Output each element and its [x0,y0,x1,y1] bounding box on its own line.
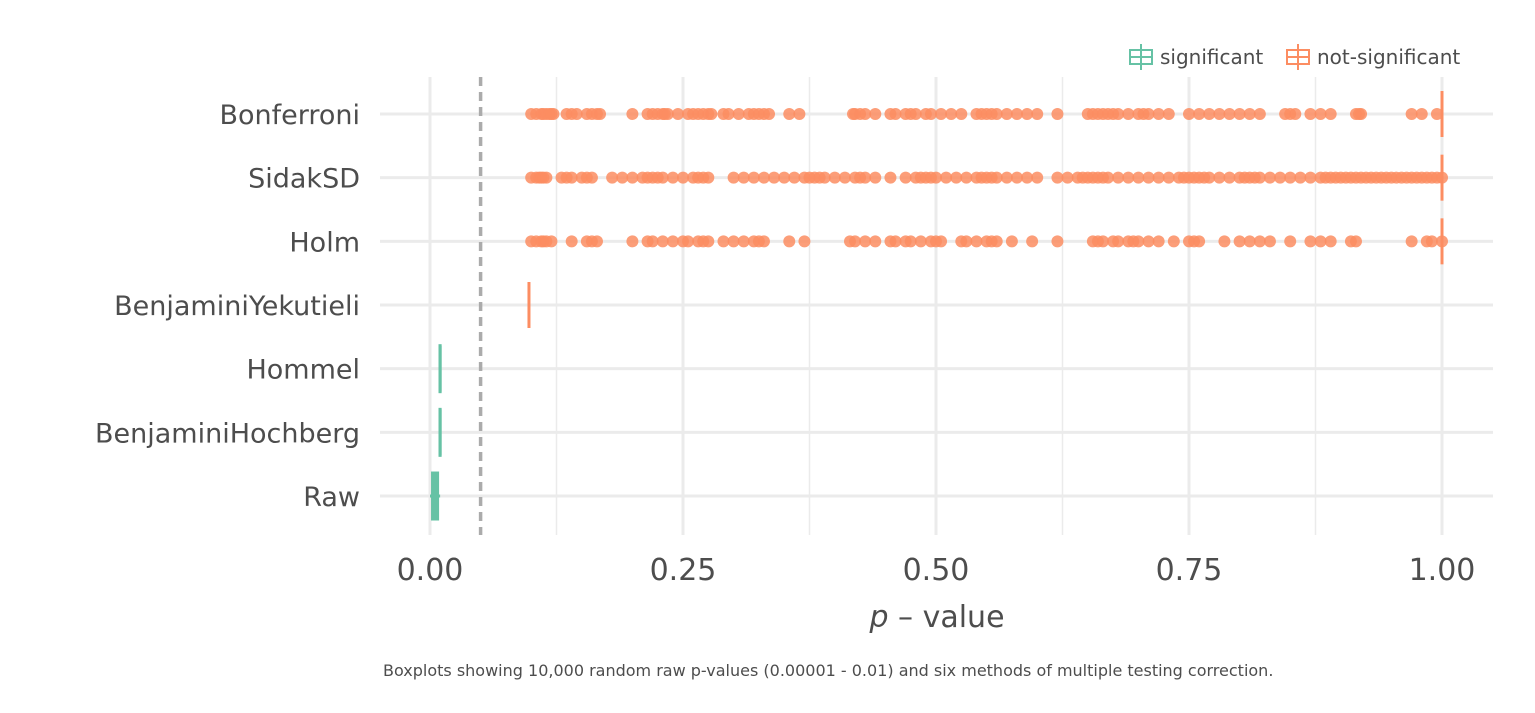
y-tick-labels: Raw BenjaminiHochberg Hommel BenjaminiYekut… [95,100,360,513]
x-tick-label: 0.25 [650,553,717,588]
y-tick-label: Raw [303,482,360,513]
outlier-point [1031,108,1043,120]
y-tick-label: SidakSD [248,164,360,195]
outlier-point [1325,235,1337,247]
legend-label: not-significant [1317,45,1460,69]
x-tick-label: 0.75 [1156,553,1223,588]
outlier-point [626,235,638,247]
y-tick-label: Holm [289,227,360,258]
outlier-point [1026,235,1038,247]
outlier-point [545,235,557,247]
outlier-point [758,235,770,247]
x-axis-label-italic: p [868,600,888,635]
outlier-point [1163,108,1175,120]
outlier-point [991,235,1003,247]
outlier-point [1416,108,1428,120]
x-tick-label: 0.50 [903,553,970,588]
outlier-point [1264,235,1276,247]
x-tick-label: 1.00 [1409,553,1476,588]
outlier-point [1153,235,1165,247]
outlier-point [566,235,578,247]
outlier-point [763,108,775,120]
y-tick-label: BenjaminiHochberg [95,418,360,449]
outlier-point [798,235,810,247]
x-axis-label-rest: – value [889,600,1005,635]
x-tick-labels: 0.00 0.25 0.50 0.75 1.00 [397,553,1476,588]
outlier-point [869,108,881,120]
y-tick-label: Bonferroni [219,100,360,131]
legend-item: not-significant [1287,44,1460,70]
outlier-point [1051,235,1063,247]
y-tick-label: Hommel [246,355,360,386]
x-tick-label: 0.00 [397,553,464,588]
outlier-point [540,172,552,184]
outlier-point [884,172,896,184]
outlier-point [1406,235,1418,247]
legend: significant not-significant [1130,44,1460,70]
outlier-point [1168,235,1180,247]
outlier-point [1006,235,1018,247]
outlier-point [783,235,795,247]
outlier-point [1355,108,1367,120]
outlier-point [869,235,881,247]
outlier-point [702,172,714,184]
outlier-point [869,172,881,184]
outlier-point [1031,172,1043,184]
outlier-point [1284,235,1296,247]
outlier-point [702,235,714,247]
outlier-point [1218,235,1230,247]
y-tick-label: BenjaminiYekutieli [114,291,360,322]
outlier-point [547,108,559,120]
outlier-point [705,108,717,120]
outlier-point [955,108,967,120]
outlier-point [1350,235,1362,247]
legend-item: significant [1130,44,1263,70]
caption: Boxplots showing 10,000 random raw p-val… [383,661,1273,680]
outlier-point [591,235,603,247]
box-Raw [430,473,440,519]
outlier-point [793,108,805,120]
outlier-point [1051,108,1063,120]
legend-label: significant [1160,45,1263,69]
outlier-point [626,108,638,120]
outlier-point [1254,108,1266,120]
grid-lines [380,77,1493,535]
outlier-points [525,108,1448,247]
outlier-point [586,172,598,184]
x-axis-label: p – value [868,600,1004,635]
outlier-point [935,235,947,247]
outlier-point [1325,108,1337,120]
outlier-point [1289,108,1301,120]
outlier-point [594,108,606,120]
outlier-point [1193,235,1205,247]
